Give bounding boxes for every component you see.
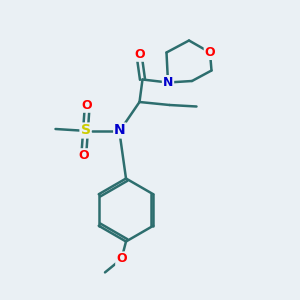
Text: N: N [163,76,173,89]
Text: S: S [80,124,91,137]
Text: O: O [79,149,89,162]
Text: O: O [205,46,215,59]
Text: N: N [114,124,126,137]
Text: O: O [116,252,127,266]
Text: O: O [82,99,92,112]
Text: O: O [134,48,145,61]
